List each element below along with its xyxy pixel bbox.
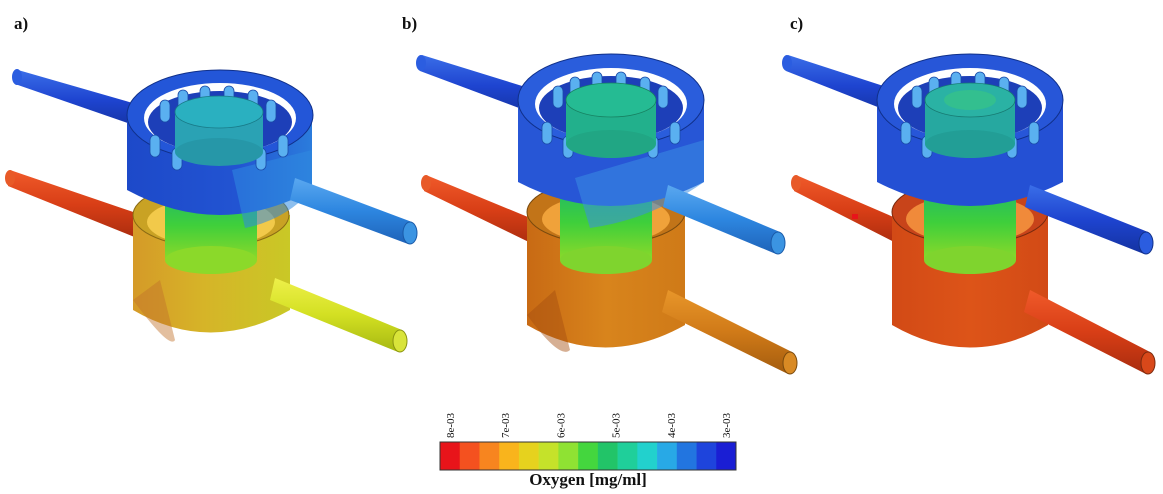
outlet-pipe-top-b — [663, 185, 780, 254]
colorbar-border — [439, 441, 737, 471]
outlet-pipe-bottom-c — [1024, 290, 1150, 374]
device-c — [782, 53, 1156, 375]
colorbar-tick-label: 4e-03 — [666, 412, 678, 438]
colorbar-swatch — [440, 442, 461, 470]
inlet-pipe-top-b — [420, 55, 545, 117]
inlet-pipe-bottom-a — [8, 170, 145, 240]
outlet-pipe-bottom-b — [662, 290, 792, 374]
colorbar-swatch — [578, 442, 599, 470]
colorbar-swatch — [499, 442, 520, 470]
outlet-pipe-top-a — [290, 178, 412, 244]
colorbar-tick-label: 8e-03 — [445, 412, 457, 438]
colorbar-tick-label: 5e-03 — [611, 412, 623, 438]
device-b — [416, 53, 798, 375]
panel-label-c: c) — [790, 14, 804, 33]
inlet-pipe-top-c — [786, 55, 905, 117]
device-a — [5, 69, 418, 353]
colorbar-swatches — [439, 441, 737, 471]
colorbar-swatch — [538, 442, 559, 470]
colorbar-swatch — [518, 442, 539, 470]
colorbar-swatch — [617, 442, 638, 470]
colorbar-swatch — [696, 442, 717, 470]
colorbar-swatch — [716, 442, 737, 470]
colorbar-swatch — [676, 442, 697, 470]
colorbar-swatch — [459, 442, 480, 470]
outlet-pipe-bottom-a — [270, 278, 402, 352]
colorbar-swatch — [637, 442, 658, 470]
colorbar-swatch — [657, 442, 678, 470]
colorbar-tick-label: 7e-03 — [500, 412, 512, 438]
panel-label-b: b) — [402, 14, 418, 33]
colorbar-title: Oxygen [mg/ml] — [529, 470, 647, 489]
colorbar-tick-label: 3e-03 — [721, 412, 733, 438]
colorbar-ticks: 8e-03 7e-03 6e-03 5e-03 4e-03 3e-03 — [445, 412, 733, 438]
inlet-pipe-top-a — [15, 70, 150, 130]
colorbar-swatch — [479, 442, 500, 470]
outlet-pipe-top-c — [1025, 185, 1148, 254]
colorbar-tick-label: 6e-03 — [555, 412, 567, 438]
inlet-pipe-bottom-c — [794, 175, 905, 246]
colorbar-swatch — [597, 442, 618, 470]
inlet-pipe-bottom-b — [424, 175, 540, 246]
colorbar-swatch — [558, 442, 579, 470]
panel-label-a: a) — [14, 14, 29, 33]
